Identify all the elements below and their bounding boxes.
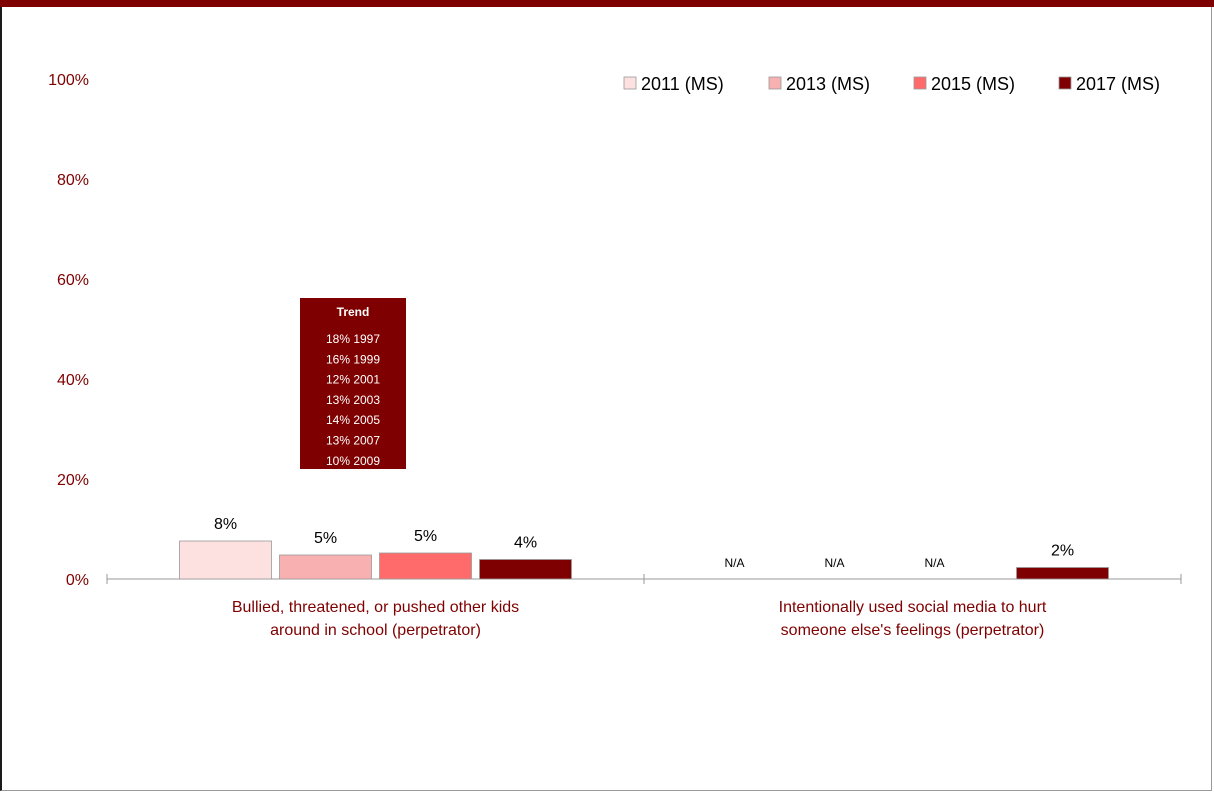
trend-entry: 14% 2005 (326, 413, 380, 427)
legend-entry: 2011 (MS) (641, 74, 724, 94)
legend-swatch (1059, 77, 1071, 89)
trend-entry: 18% 1997 (326, 332, 380, 346)
legend-entry: 2013 (MS) (786, 74, 870, 94)
data-label: 5% (314, 530, 337, 547)
category-label: someone else's feelings (perpetrator) (781, 622, 1045, 639)
bar (480, 560, 572, 580)
category-labels: Bullied, threatened, or pushed other kid… (232, 599, 1047, 639)
y-axis: 0% 20% 40% 60% 80% 100% (48, 72, 89, 589)
category-label: Intentionally used social media to hurt (779, 599, 1047, 616)
legend-swatch (914, 77, 926, 89)
legend-entry: 2015 (MS) (931, 74, 1015, 94)
legend-swatch (624, 77, 636, 89)
data-label: 8% (214, 516, 237, 533)
legend: 2011 (MS) 2013 (MS) 2015 (MS) 2017 (MS) (624, 74, 1160, 94)
bars: 8% 5% 5% 4% N/A N/A N/A 2% (180, 516, 1109, 579)
data-label: 2% (1051, 543, 1074, 560)
category-label: around in school (perpetrator) (270, 622, 481, 639)
data-label: 4% (514, 535, 537, 552)
bar (1017, 568, 1109, 580)
trend-entry: 13% 2007 (326, 434, 380, 448)
bar (280, 555, 372, 579)
data-label-na: N/A (824, 556, 844, 570)
trend-entry: 16% 1999 (326, 352, 380, 366)
data-label: 5% (414, 528, 437, 545)
trend-title: Trend (337, 305, 370, 319)
data-label-na: N/A (724, 556, 744, 570)
y-tick-label: 40% (57, 372, 89, 389)
data-label-na: N/A (924, 556, 944, 570)
trend-entry: 13% 2003 (326, 393, 380, 407)
y-tick-label: 0% (66, 572, 89, 589)
trend-entry: 10% 2009 (326, 454, 380, 468)
bar (180, 541, 272, 579)
y-tick-label: 20% (57, 472, 89, 489)
y-tick-label: 60% (57, 272, 89, 289)
trend-box: Trend 18% 1997 16% 1999 12% 2001 13% 2003 14%… (300, 298, 406, 469)
y-tick-label: 80% (57, 172, 89, 189)
trend-entry: 12% 2001 (326, 373, 380, 387)
category-label: Bullied, threatened, or pushed other kid… (232, 599, 519, 616)
legend-entry: 2017 (MS) (1076, 74, 1160, 94)
legend-swatch (769, 77, 781, 89)
y-tick-label: 100% (48, 72, 89, 89)
bar (380, 553, 472, 579)
